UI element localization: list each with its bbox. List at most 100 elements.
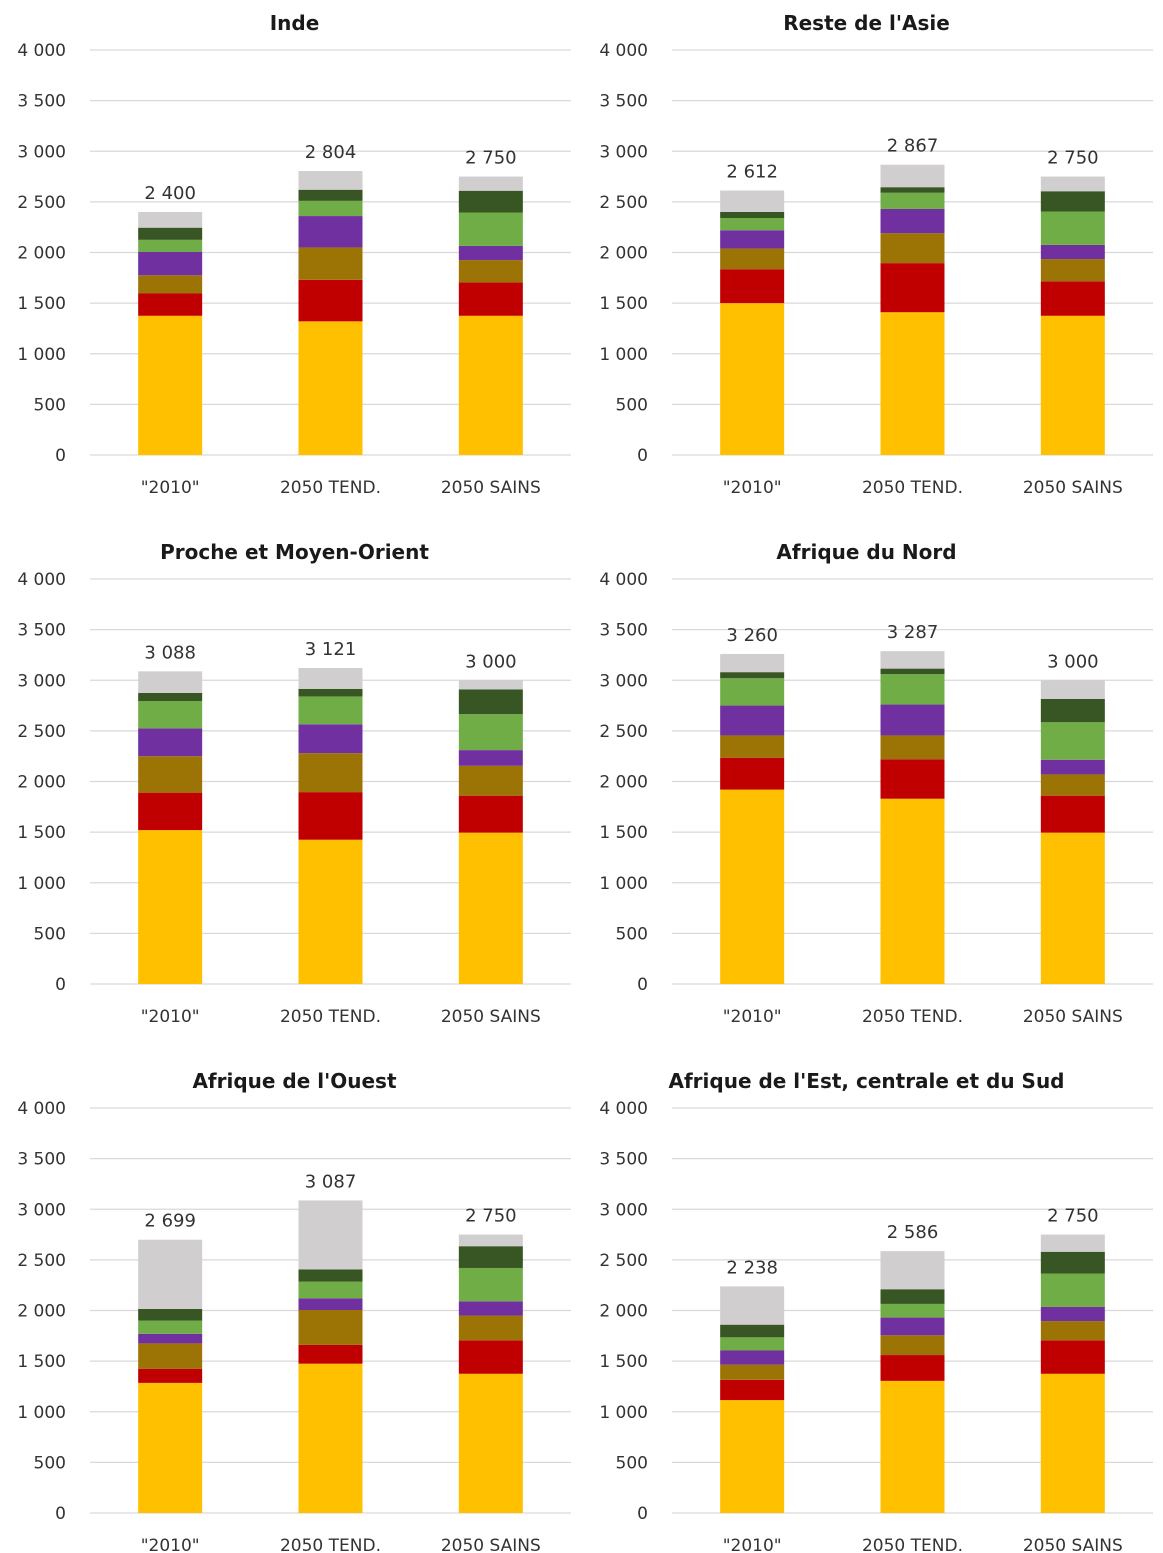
y-tick-label: 3 000 (17, 142, 66, 162)
bar-segment (298, 189, 363, 201)
y-tick-label: 1 500 (17, 1352, 66, 1372)
total-label: 3 287 (887, 622, 939, 643)
bar-segment (458, 1234, 523, 1247)
y-tick-label: 0 (55, 1504, 66, 1524)
x-tick-label: 2050 TEND. (280, 478, 381, 498)
y-tick-label: 4 000 (599, 1099, 648, 1119)
chart-title: Proche et Moyen-Orient (160, 540, 429, 564)
bar-segment (138, 756, 203, 793)
bar-segment (458, 795, 523, 833)
bar-segment (458, 1315, 523, 1341)
y-tick-label: 3 500 (17, 92, 66, 112)
bar-segment (720, 1337, 785, 1351)
total-label: 3 121 (305, 639, 357, 660)
bar-segment (880, 1303, 945, 1318)
bar-segment (458, 680, 523, 690)
bar-segment (720, 248, 785, 270)
bar-segment (138, 1382, 203, 1513)
bar-segment (1040, 1321, 1105, 1341)
bar-segment (720, 757, 785, 790)
bar-segment (298, 1200, 363, 1270)
bar-segment (138, 239, 203, 252)
total-label: 2 750 (465, 1206, 517, 1227)
bar-segment (880, 1355, 945, 1381)
y-tick-label: 2 000 (17, 244, 66, 264)
bar-segment (720, 1379, 785, 1401)
total-label: 2 867 (887, 136, 939, 157)
bar-segment (138, 1333, 203, 1344)
bar-segment (298, 724, 363, 754)
x-tick-label: "2010" (141, 1536, 200, 1553)
y-tick-label: 4 000 (17, 570, 66, 590)
bar-segment (1040, 774, 1105, 796)
bar-segment (298, 792, 363, 840)
bar-segment (880, 187, 945, 193)
bar-segment (880, 1317, 945, 1336)
y-tick-label: 0 (637, 975, 648, 995)
x-tick-label: 2050 SAINS (441, 1007, 541, 1027)
bar-segment (880, 735, 945, 760)
bar-segment (298, 753, 363, 793)
bar-segment (1040, 1251, 1105, 1274)
bar-segment (458, 212, 523, 246)
y-tick-label: 3 500 (599, 1150, 648, 1170)
bar-segment (880, 668, 945, 675)
y-tick-label: 1 500 (599, 294, 648, 314)
y-tick-label: 2 500 (17, 1251, 66, 1271)
y-tick-label: 500 (616, 395, 648, 415)
y-tick-label: 0 (55, 975, 66, 995)
bar-segment (138, 692, 203, 702)
x-tick-label: 2050 TEND. (280, 1536, 381, 1553)
y-tick-label: 3 500 (17, 621, 66, 641)
y-tick-label: 1 000 (17, 345, 66, 365)
bar-segment (138, 1308, 203, 1321)
y-tick-label: 4 000 (599, 570, 648, 590)
bar-segment (458, 282, 523, 316)
x-tick-label: 2050 TEND. (862, 1007, 963, 1027)
bar-segment (298, 839, 363, 984)
y-tick-label: 3 500 (599, 621, 648, 641)
bar-segment (880, 263, 945, 313)
total-label: 2 400 (144, 183, 196, 204)
y-tick-label: 0 (55, 446, 66, 466)
chart-panel: Afrique de l'Est, centrale et du Sud 0 500… (599, 1069, 1153, 1553)
bar-segment (880, 164, 945, 188)
bar-segment (1040, 698, 1105, 723)
bar-segment (298, 200, 363, 217)
bar-segment (138, 1320, 203, 1334)
bar-segment (138, 1239, 203, 1309)
chart-panel: Reste de l'Asie 0 500 1 000 1 500 2 000 2 500 3… (599, 11, 1153, 498)
bar-segment (458, 176, 523, 191)
bar-segment (720, 190, 785, 212)
y-tick-label: 3 500 (599, 92, 648, 112)
bar-segment (298, 1344, 363, 1364)
bar-segment (880, 1335, 945, 1356)
bar-segment (880, 233, 945, 264)
total-label: 2 586 (887, 1222, 939, 1243)
bar-segment (880, 759, 945, 799)
bar-segment (138, 671, 203, 693)
bar-segment (880, 192, 945, 209)
y-tick-label: 1 000 (599, 345, 648, 365)
x-tick-label: "2010" (723, 478, 782, 498)
bar-segment (298, 667, 363, 689)
bar-segment (880, 704, 945, 736)
x-tick-label: 2050 SAINS (441, 1536, 541, 1553)
bar-segment (138, 792, 203, 831)
bar-segment (1040, 259, 1105, 282)
y-tick-label: 0 (637, 1504, 648, 1524)
bar-segment (298, 216, 363, 248)
x-tick-label: 2050 SAINS (1023, 1007, 1123, 1027)
y-tick-label: 1 500 (599, 823, 648, 843)
y-tick-label: 2 500 (599, 1251, 648, 1271)
x-tick-label: "2010" (723, 1536, 782, 1553)
y-tick-label: 2 000 (17, 1302, 66, 1322)
y-tick-label: 2 000 (599, 1302, 648, 1322)
bar-segment (458, 1267, 523, 1302)
bar-segment (458, 260, 523, 283)
total-label: 2 750 (465, 148, 517, 169)
x-tick-label: "2010" (723, 1007, 782, 1027)
y-tick-label: 500 (616, 924, 648, 944)
bar-segment (720, 1364, 785, 1380)
